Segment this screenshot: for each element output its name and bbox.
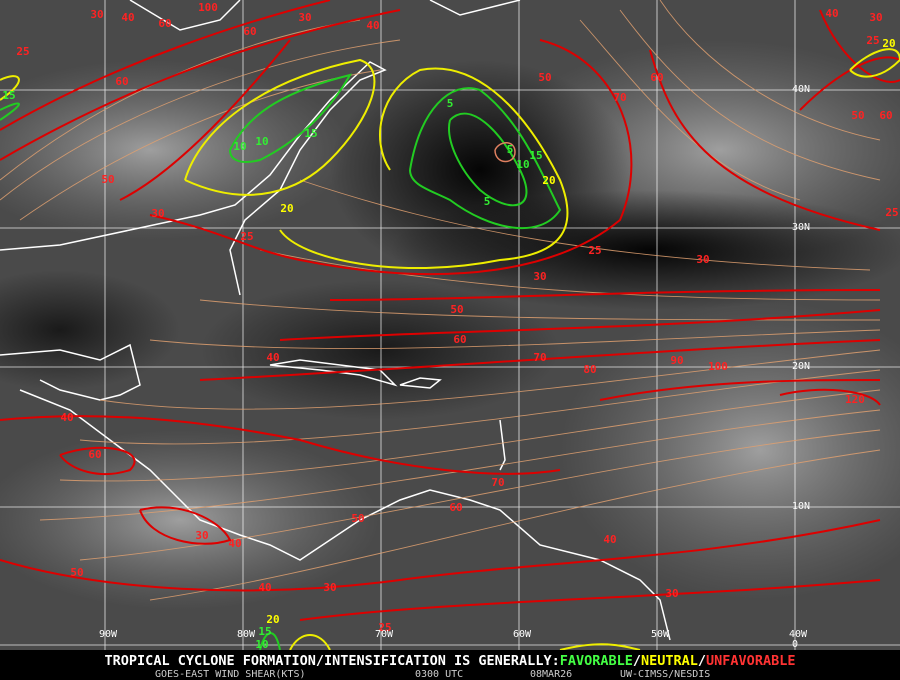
contour-label: 90 [670,354,683,367]
contour-label: 25 [866,34,879,47]
contour-label: 10 [516,158,529,171]
contour-label: 50 [101,173,114,186]
contour-label: 40 [366,19,379,32]
footer-product: GOES-EAST WIND SHEAR(KTS) [155,669,306,680]
contour-label: 60 [650,71,663,84]
banner-favorable: FAVORABLE [560,653,633,669]
contour-label: 60 [453,333,466,346]
footer: GOES-EAST WIND SHEAR(KTS) 0300 UTC 08MAR… [155,669,710,680]
contour-label: 10 [233,140,246,153]
contour-label: 40 [60,411,73,424]
longitude-label: 90W [99,629,118,640]
contour-label: 40 [266,351,279,364]
banner-separator: / [633,653,641,669]
contour-label: 20 [542,174,555,187]
contour-label: 20 [266,613,279,626]
contour-label: 60 [449,501,462,514]
contour-label: 5 [507,143,514,156]
contour-label: 100 [198,1,218,14]
longitude-label: 60W [513,629,532,640]
latitude-label: 0 [792,639,798,650]
contour-label: 30 [533,270,546,283]
contour-label: 70 [613,91,626,104]
contour-label: 40 [603,533,616,546]
contour-label: 5 [447,97,454,110]
contour-label: 80 [583,363,596,376]
banner: TROPICAL CYCLONE FORMATION/INTENSIFICATI… [105,653,796,669]
contour-label: 30 [696,253,709,266]
grid-labels: 40N 30N 20N 10N 0 90W 80W 70W 60W 50W 40W [99,84,810,650]
longitude-label: 50W [651,629,670,640]
banner-neutral: NEUTRAL [641,653,698,669]
footer-time: 0300 UTC [415,669,463,680]
contour-label: 30 [195,529,208,542]
contour-label: 25 [378,621,391,634]
contour-label: 60 [158,17,171,30]
contour-label: 30 [665,587,678,600]
contour-label: 30 [151,207,164,220]
contour-label: 20 [280,202,293,215]
contour-label: 50 [351,512,364,525]
banner-separator: / [698,653,706,669]
footer-source: UW-CIMSS/NESDIS [620,669,710,680]
contour-label: 50 [538,71,551,84]
contour-label: 70 [491,476,504,489]
contour-label: 5 [484,195,491,208]
contour-label: 30 [323,581,336,594]
coastlines [0,0,671,641]
banner-unfavorable: UNFAVORABLE [706,653,795,669]
contour-label: 20 [882,37,895,50]
contour-label: 25 [885,206,898,219]
contour-label: 15 [304,127,317,140]
contour-label: 70 [533,351,546,364]
contour-label: 30 [298,11,311,24]
latitude-label: 10N [792,501,810,512]
contour-label: 30 [869,11,882,24]
longitude-label: 80W [237,629,256,640]
contour-label: 10 [255,135,268,148]
contour-label: 30 [90,8,103,21]
contour-label: 60 [115,75,128,88]
footer-date: 08MAR26 [530,669,572,680]
contour-lines [0,0,900,651]
contour-label: 25 [588,244,601,257]
contour-label: 25 [240,230,253,243]
banner-background [0,650,900,680]
contour-label: 40 [825,7,838,20]
longitude-label: 40W [789,629,808,640]
latitude-label: 40N [792,84,810,95]
satellite-background [0,0,900,650]
contour-label: 15 [258,625,271,638]
contour-label: 10 [255,638,268,651]
contour-label: 50 [450,303,463,316]
contour-label: 60 [88,448,101,461]
contour-label: 40 [121,11,134,24]
latitude-label: 30N [792,222,810,233]
contour-label: 120 [845,393,865,406]
banner-prefix: TROPICAL CYCLONE FORMATION/INTENSIFICATI… [105,653,560,669]
contour-label: 15 [529,149,542,162]
contour-label: 100 [708,360,728,373]
contour-label: 60 [879,109,892,122]
streamlines [0,0,881,601]
contour-label: 40 [228,537,241,550]
contour-label: 25 [16,45,29,58]
contour-label: 60 [243,25,256,38]
longitude-label: 70W [375,629,394,640]
contour-label: 50 [70,566,83,579]
latitude-label: 20N [792,361,810,372]
contour-label: 40 [258,581,271,594]
contour-label: 15 [2,89,15,102]
contour-label: 50 [851,109,864,122]
